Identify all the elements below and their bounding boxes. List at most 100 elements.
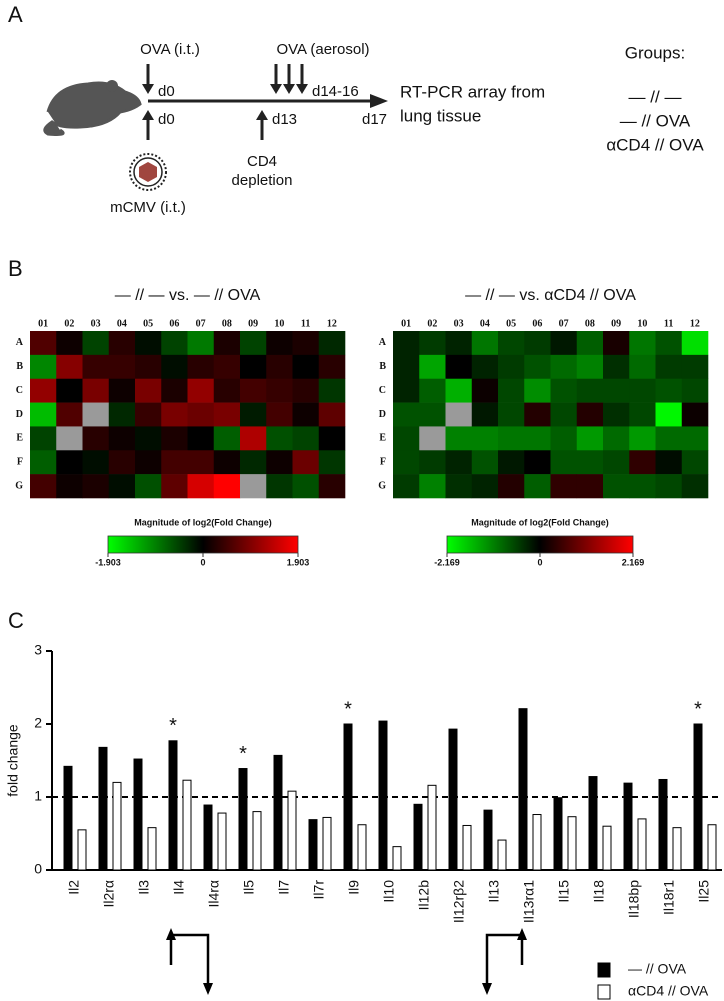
heatmap-cell — [240, 378, 267, 403]
significance-mark: * — [169, 715, 177, 737]
heatmap-cell — [393, 450, 420, 475]
significance-mark: * — [239, 743, 247, 765]
heatmap-cell — [603, 354, 630, 380]
column-label: 01 — [38, 318, 48, 329]
x-tick-label: Il2 — [66, 880, 82, 895]
heatmap-cell — [135, 331, 162, 356]
heatmap-cell — [681, 402, 709, 427]
heatmap-cell — [292, 402, 320, 427]
heatmap-cell — [550, 450, 578, 475]
heatmap-cell — [576, 426, 604, 451]
y-tick-label: 3 — [34, 642, 42, 658]
heatmap-cell — [187, 402, 215, 427]
heatmap-cell — [629, 474, 656, 499]
column-label: 10 — [274, 318, 284, 329]
heatmap-cell — [187, 474, 215, 499]
heatmap-cell — [419, 402, 446, 427]
heatmap-cell — [629, 331, 656, 356]
heatmap-cell — [576, 331, 604, 356]
column-label: 09 — [611, 318, 621, 329]
column-label: 02 — [64, 318, 74, 329]
heatmap-cell — [393, 378, 420, 403]
heatmap-cell — [445, 354, 473, 380]
heatmap-cell — [30, 354, 57, 380]
heatmap-cell — [82, 378, 110, 403]
label: d13 — [272, 111, 297, 128]
heatmap-title: — // — vs. — // OVA — [115, 287, 261, 304]
heatmap-cell — [56, 354, 83, 380]
bar — [203, 804, 213, 871]
panel-letter: C — [8, 608, 24, 633]
heatmap-cell — [576, 474, 604, 499]
row-label: B — [379, 361, 386, 372]
heatmap-cell — [135, 354, 162, 380]
column-label: 06 — [169, 318, 179, 329]
heatmap-cell — [266, 426, 293, 451]
heatmap-cell — [524, 354, 551, 380]
heatmap-cell — [655, 426, 683, 451]
heatmap-cell — [471, 402, 499, 427]
heatmap-cell — [629, 354, 656, 380]
heatmap-cell — [629, 378, 656, 403]
heatmap-cell — [524, 426, 551, 451]
heatmap-cell — [445, 378, 473, 403]
heatmap-cell — [135, 378, 162, 403]
heatmap-cell — [603, 402, 630, 427]
heatmap-cell — [82, 450, 110, 475]
bar — [357, 824, 367, 871]
heatmap-cell — [292, 426, 320, 451]
column-label: 12 — [327, 318, 337, 329]
heatmap-cell — [56, 450, 83, 475]
heatmap-cell — [393, 354, 420, 380]
heatmap-cell — [240, 354, 267, 380]
bar — [532, 814, 542, 871]
heatmap-cell — [108, 354, 136, 380]
heatmap-cell — [240, 450, 267, 475]
mouse — [43, 80, 142, 136]
bar — [448, 728, 458, 871]
colorbar — [446, 535, 634, 554]
heatmap-cell — [603, 378, 630, 403]
bar — [378, 720, 388, 871]
bar — [273, 754, 283, 871]
colorbar-label: Magnitude of log2(Fold Change) — [471, 517, 608, 527]
heatmap-cell — [292, 474, 320, 499]
column-label: 03 — [454, 318, 464, 329]
heatmap-cell — [603, 426, 630, 451]
panel-a-text: OVA (i.t.) d0 d0 OVA (aerosol) d14-16 d1… — [110, 41, 704, 216]
heatmap-cell — [56, 331, 83, 356]
heatmap-cell — [30, 450, 57, 475]
heatmap-cell — [318, 331, 346, 356]
colorbar-tick-label: -2.169 — [434, 557, 460, 567]
bar — [462, 824, 472, 871]
heatmap-cell — [161, 426, 188, 451]
x-tick-label: Il4 — [171, 880, 187, 895]
bar — [238, 768, 248, 871]
bar — [567, 816, 577, 871]
heatmap-cell — [419, 354, 446, 380]
bar — [63, 765, 73, 871]
x-tick-label: Il3 — [136, 880, 152, 895]
column-label: 04 — [480, 318, 490, 329]
heatmap-cell — [629, 426, 656, 451]
heatmap-cell — [419, 450, 446, 475]
heatmap-cell — [292, 354, 320, 380]
bar — [518, 708, 528, 871]
heatmap-cell — [471, 450, 499, 475]
bar — [343, 723, 353, 871]
heatmap-cell — [419, 474, 446, 499]
bar — [217, 812, 227, 871]
heatmap-cell — [471, 426, 499, 451]
heatmap-cell — [655, 354, 683, 380]
heatmap-cell — [550, 378, 578, 403]
heatmap-cell — [681, 450, 709, 475]
heatmap-cell — [82, 402, 110, 427]
heatmap-cell — [30, 331, 57, 356]
heatmap-cell — [266, 450, 293, 475]
heatmap-cell — [161, 354, 188, 380]
row-label: E — [16, 433, 23, 444]
heatmap-cell — [213, 474, 241, 499]
heatmap-cell — [655, 378, 683, 403]
panel-letter: A — [8, 2, 23, 27]
heatmap-cell — [681, 331, 709, 356]
